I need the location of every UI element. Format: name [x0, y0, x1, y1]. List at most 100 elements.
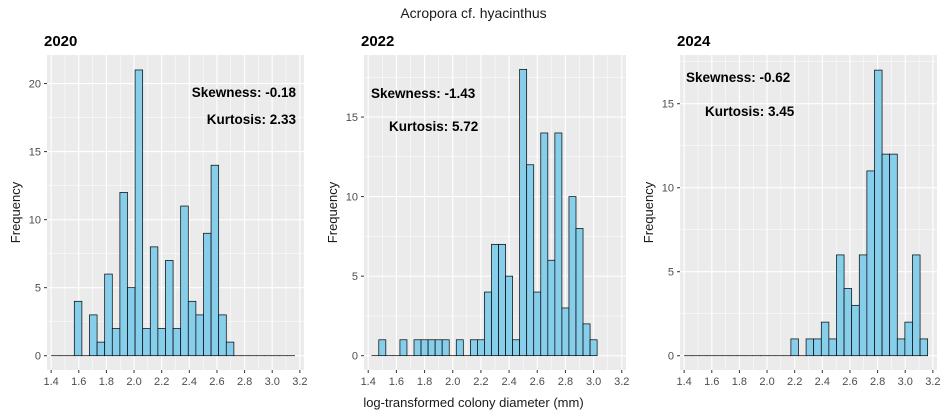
panel-2022: 1.4 1.6 1.8 2.0 2.2 2.4 2.6 2.8 3.0 3.2 0 5 10 15 Freq… [325, 33, 629, 388]
x-tick-label: 2.2 [154, 376, 169, 388]
y-tick-label: 0 [35, 351, 41, 363]
x-tick-label: 3.2 [925, 376, 940, 388]
x-tick-label: 1.4 [361, 376, 376, 388]
kurtosis-annotation: Kurtosis: 3.45 [705, 104, 795, 119]
histogram-bar [441, 339, 450, 357]
histogram-bar [866, 170, 875, 357]
x-tick-label: 1.6 [71, 376, 86, 388]
x-tick-label: 2.8 [237, 376, 252, 388]
x-tick-label: 2.4 [815, 376, 830, 388]
y-tick-label: 5 [668, 267, 674, 279]
histogram-bar [399, 339, 408, 357]
histogram-bar [218, 314, 227, 357]
histogram-bar [858, 254, 868, 357]
x-tick-label: 2.2 [787, 376, 802, 388]
histogram-bar [561, 307, 570, 357]
histogram-bar [104, 273, 113, 357]
histogram-bar [127, 287, 136, 357]
histogram-bar [526, 164, 535, 357]
histogram-bar [582, 323, 591, 357]
histogram-bar [477, 339, 485, 357]
panel-title: 2020 [44, 33, 77, 50]
y-tick-label: 5 [352, 271, 358, 283]
histogram-bar [195, 314, 204, 357]
histogram-bar [134, 69, 144, 357]
histogram-bar [790, 338, 799, 357]
histogram-bar [111, 328, 121, 357]
histogram-bar [533, 291, 542, 357]
histogram-bar [505, 275, 513, 357]
x-tick-label: 1.8 [99, 376, 114, 388]
histogram-bar [225, 341, 235, 357]
x-tick-label: 1.6 [704, 376, 719, 388]
y-tick-label: 5 [35, 283, 41, 295]
kurtosis-annotation: Kurtosis: 2.33 [207, 112, 297, 127]
x-tick-label: 2.6 [530, 376, 545, 388]
histogram-bar [420, 339, 429, 357]
histogram-bar [491, 243, 499, 357]
histogram-bar [96, 341, 106, 357]
x-tick-label: 1.4 [676, 376, 691, 388]
panel-title: 2022 [361, 33, 394, 50]
x-tick-label: 1.8 [732, 376, 747, 388]
histogram-bar [119, 192, 128, 357]
histogram-bar [904, 321, 913, 357]
y-tick-label: 10 [346, 192, 358, 204]
x-tick-label: 3.0 [265, 376, 280, 388]
skewness-annotation: Skewness: -0.18 [192, 85, 297, 100]
x-tick-label: 1.4 [43, 376, 58, 388]
x-tick-label: 2.4 [182, 376, 197, 388]
skewness-annotation: Skewness: -1.43 [371, 86, 476, 101]
histogram-bar [427, 339, 436, 357]
histogram-bar [165, 260, 174, 357]
x-tick-label: 2.6 [842, 376, 857, 388]
histogram-bar [512, 339, 521, 357]
x-tick-label: 2.4 [501, 376, 516, 388]
y-tick-label: 10 [29, 215, 41, 227]
panel-2024: 1.4 1.6 1.8 2.0 2.2 2.4 2.6 2.8 3.0 3.2 0 5 10 15 Freq… [641, 33, 941, 388]
histogram-bar [180, 205, 189, 357]
histogram-bar [187, 300, 197, 357]
histogram-bar [519, 68, 528, 357]
panel-title: 2024 [677, 33, 711, 50]
histogram-bar [484, 291, 492, 357]
histogram-bar [820, 321, 830, 357]
y-tick-label: 15 [662, 99, 674, 111]
histogram-bar [843, 288, 853, 357]
y-tick-label: 15 [29, 147, 41, 159]
x-tick-label: 2.6 [209, 376, 224, 388]
x-tick-label: 3.0 [586, 376, 601, 388]
skewness-annotation: Skewness: -0.62 [686, 70, 790, 85]
histogram-bar [828, 338, 837, 357]
histogram-bar [378, 339, 387, 357]
figure-title: Acropora cf. hyacinthus [400, 5, 547, 21]
histogram-bar [142, 328, 151, 357]
x-tick-label: 3.0 [898, 376, 913, 388]
y-axis-label: Frequency [8, 181, 23, 243]
y-tick-label: 0 [668, 351, 674, 363]
kurtosis-annotation: Kurtosis: 5.72 [389, 119, 478, 134]
histogram-bar [589, 339, 598, 357]
histogram-bar [157, 328, 166, 357]
x-tick-label: 2.8 [870, 376, 885, 388]
x-tick-label: 3.2 [292, 376, 307, 388]
x-tick-label: 1.8 [417, 376, 432, 388]
x-tick-label: 2.8 [558, 376, 573, 388]
histogram-bar [455, 339, 464, 357]
histogram-bar [172, 328, 182, 357]
histogram-bar [568, 196, 577, 357]
histogram-bar [434, 339, 443, 357]
histogram-bar [575, 228, 584, 357]
histogram-bar [469, 339, 478, 357]
histogram-bar [73, 300, 83, 357]
histogram-bar [912, 254, 921, 357]
histogram-bar [836, 254, 845, 357]
histogram-bar [554, 132, 563, 357]
x-tick-label: 3.2 [614, 376, 629, 388]
y-axis-label: Frequency [641, 181, 656, 243]
y-tick-label: 0 [352, 351, 358, 363]
histogram-bar [547, 259, 556, 357]
x-tick-label: 2.0 [445, 376, 460, 388]
histogram-bar [413, 339, 422, 357]
